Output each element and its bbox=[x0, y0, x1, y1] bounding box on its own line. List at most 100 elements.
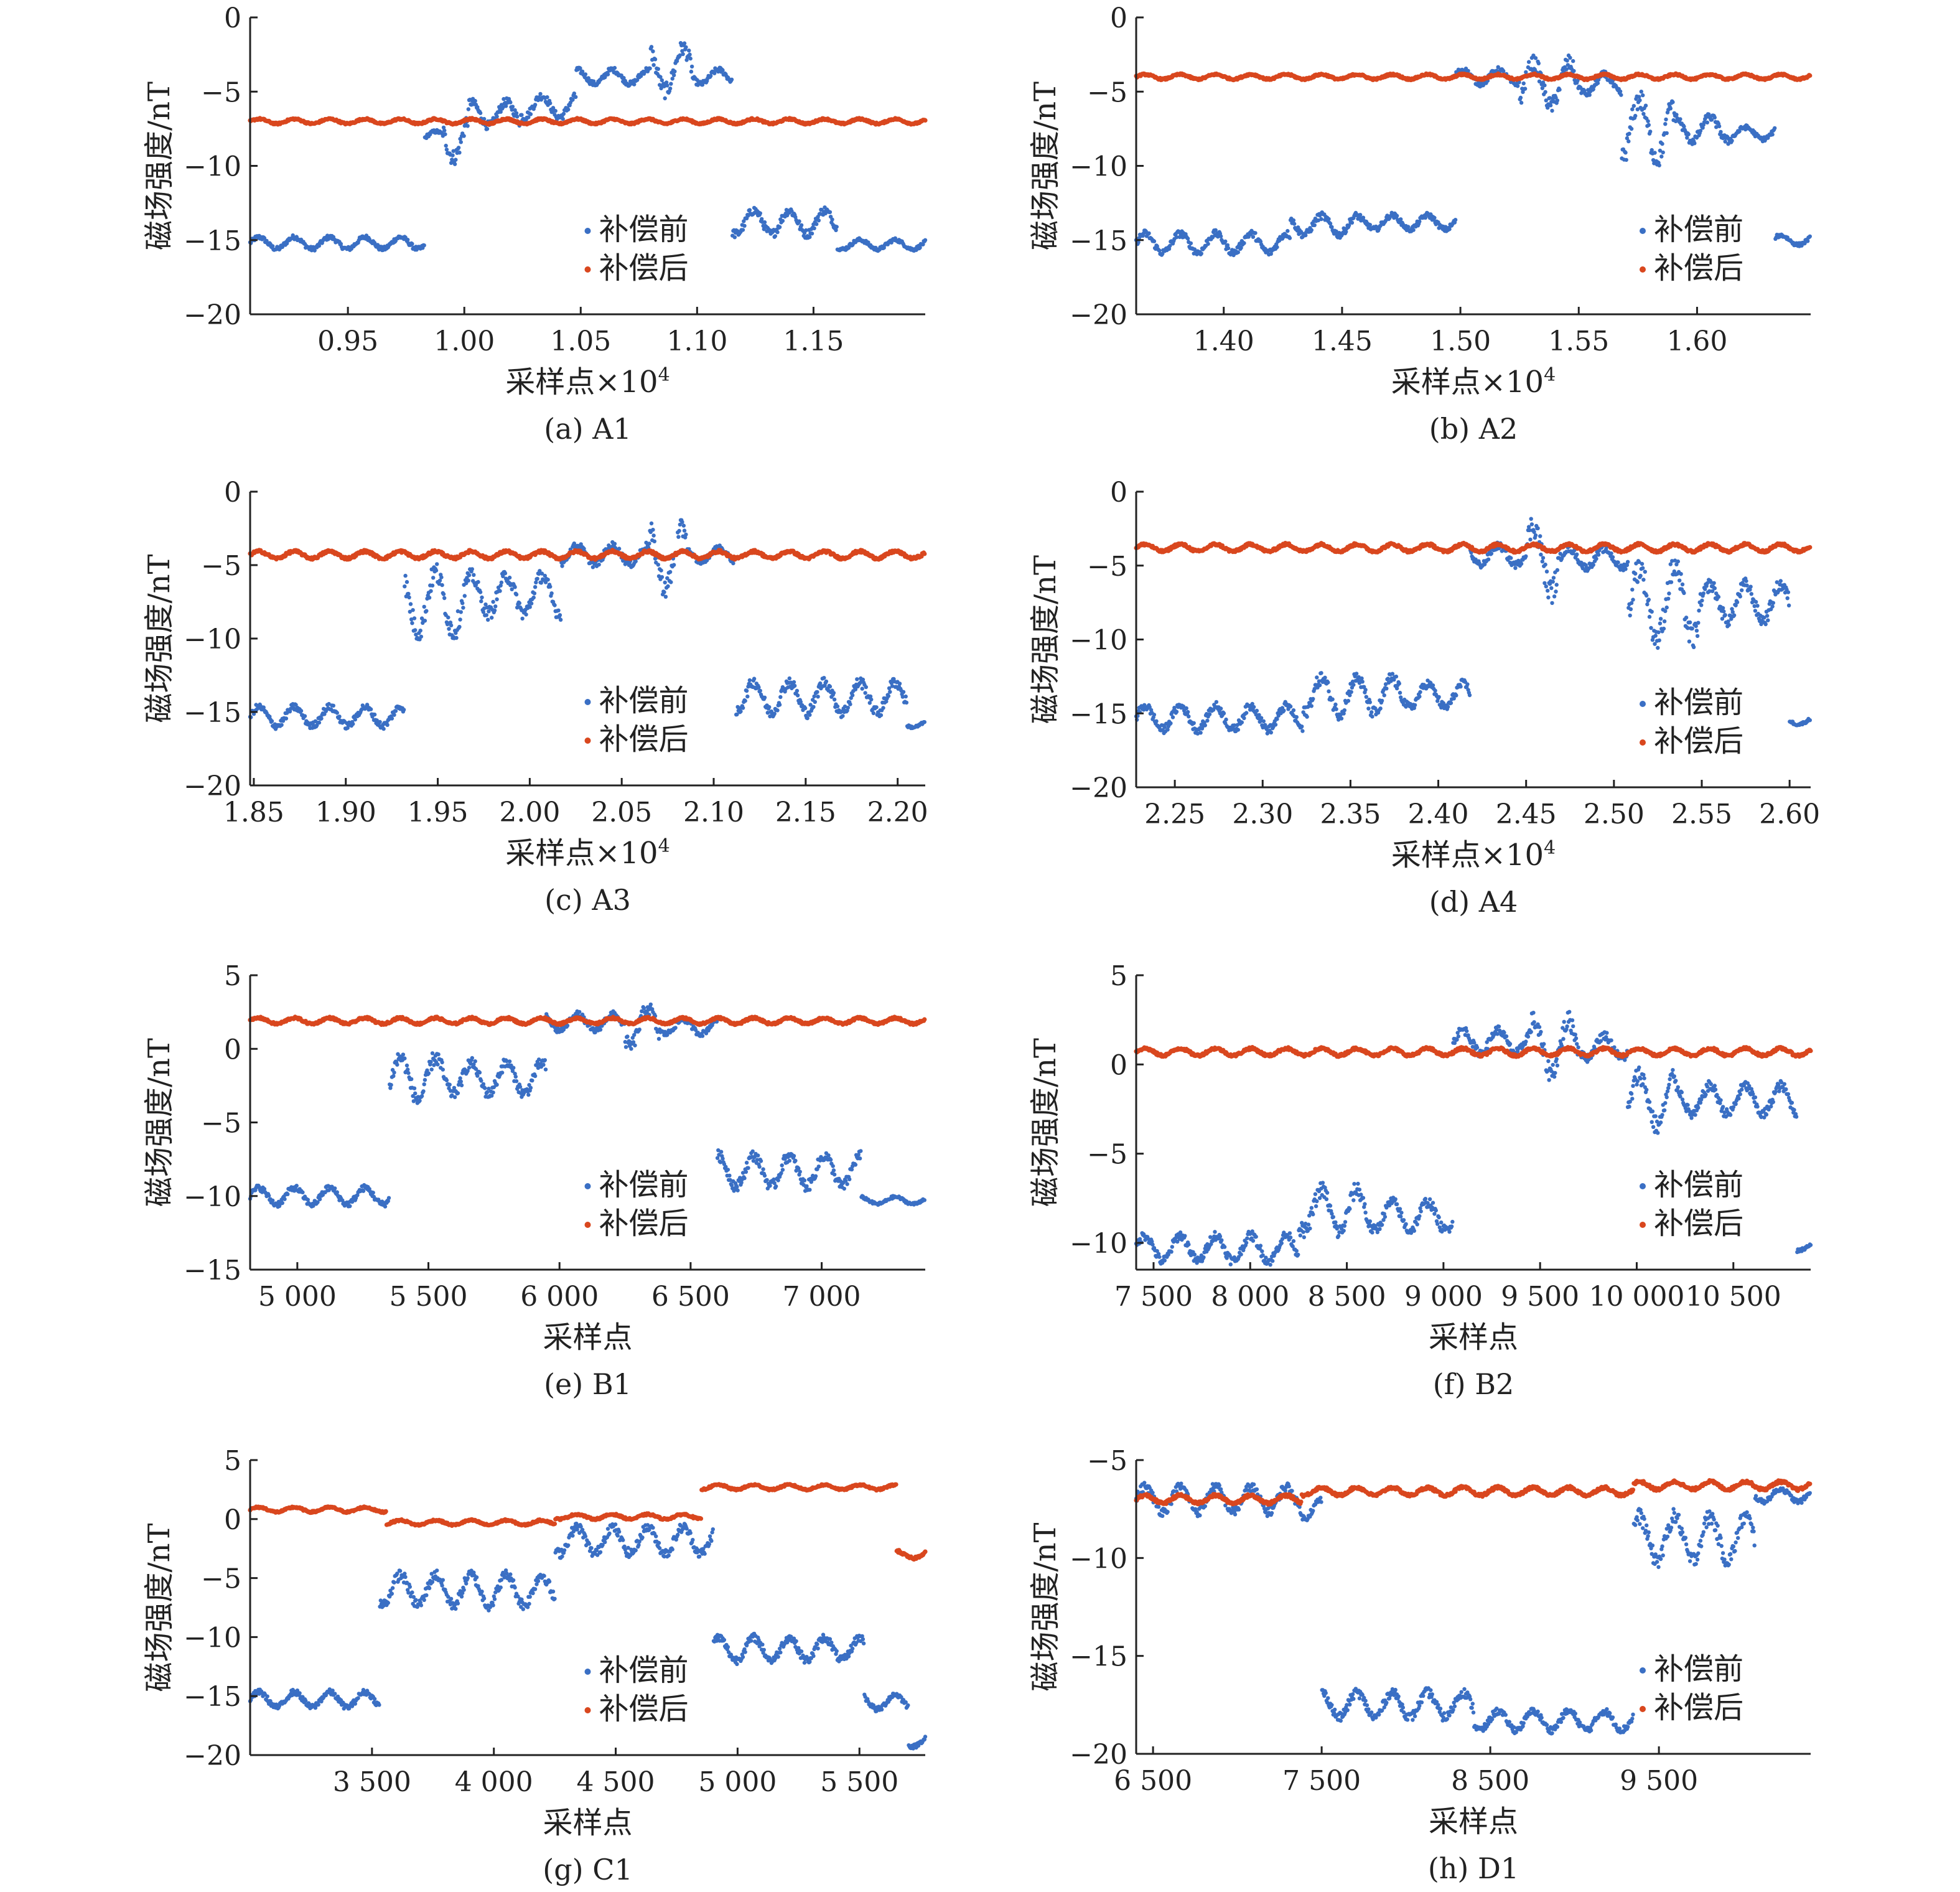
data-point bbox=[429, 589, 433, 593]
data-point bbox=[811, 705, 816, 710]
data-point bbox=[846, 705, 851, 710]
data-point bbox=[528, 605, 532, 609]
series-after-a2 bbox=[1134, 71, 1813, 83]
data-point bbox=[622, 76, 626, 80]
data-point bbox=[302, 714, 307, 718]
data-point bbox=[444, 148, 449, 152]
data-point bbox=[466, 578, 470, 583]
data-point bbox=[1242, 241, 1246, 245]
data-point bbox=[1773, 126, 1777, 131]
data-point bbox=[338, 241, 343, 246]
data-point bbox=[864, 685, 869, 690]
data-point bbox=[605, 72, 610, 77]
data-point bbox=[682, 528, 687, 533]
data-point bbox=[680, 49, 684, 54]
legend-marker bbox=[584, 266, 591, 273]
data-point bbox=[677, 528, 681, 533]
data-point bbox=[545, 95, 549, 100]
data-point bbox=[1571, 59, 1575, 63]
legend-marker bbox=[1640, 228, 1646, 234]
x-tick-label: 1.15 bbox=[783, 325, 844, 357]
data-point bbox=[403, 584, 407, 589]
data-point bbox=[1587, 93, 1592, 97]
data-point bbox=[828, 684, 833, 689]
data-point bbox=[1236, 250, 1241, 255]
data-point bbox=[612, 65, 617, 70]
data-point bbox=[739, 709, 743, 714]
data-point bbox=[815, 690, 819, 695]
data-point bbox=[439, 575, 444, 579]
data-point bbox=[664, 80, 669, 85]
panel-caption: (b) A2 bbox=[1429, 412, 1518, 446]
data-point bbox=[561, 111, 566, 116]
data-point bbox=[385, 723, 390, 728]
data-point bbox=[353, 717, 357, 722]
data-point bbox=[457, 625, 462, 629]
data-point bbox=[549, 591, 554, 596]
data-point bbox=[1641, 111, 1646, 116]
data-point bbox=[923, 118, 928, 123]
data-point bbox=[855, 677, 859, 681]
data-point bbox=[663, 96, 667, 101]
data-point bbox=[663, 580, 667, 585]
data-point bbox=[1737, 129, 1742, 134]
x-tick-label: 1.60 bbox=[1666, 325, 1727, 357]
data-point bbox=[1660, 141, 1664, 146]
data-point bbox=[658, 83, 662, 87]
data-point bbox=[1619, 93, 1623, 97]
data-point bbox=[816, 695, 820, 699]
y-tick-label: −10 bbox=[184, 151, 241, 183]
y-tick-label: 0 bbox=[1110, 2, 1127, 34]
data-point bbox=[492, 608, 497, 612]
data-point bbox=[299, 709, 304, 713]
data-point bbox=[462, 134, 466, 138]
data-point bbox=[1653, 151, 1657, 155]
data-point bbox=[1668, 106, 1673, 111]
data-point bbox=[1629, 126, 1634, 131]
data-point bbox=[466, 107, 470, 111]
data-point bbox=[656, 67, 661, 72]
data-point bbox=[454, 635, 459, 640]
data-point bbox=[680, 520, 684, 524]
x-axis-label: 采样点×104 bbox=[505, 364, 670, 400]
data-point bbox=[1664, 117, 1668, 122]
data-point bbox=[1501, 69, 1506, 73]
data-point bbox=[651, 533, 656, 538]
data-point bbox=[560, 564, 564, 568]
data-point bbox=[778, 695, 783, 700]
x-tick-label: 1.10 bbox=[666, 325, 727, 357]
data-point bbox=[1712, 115, 1717, 120]
data-point bbox=[647, 541, 651, 546]
data-point bbox=[632, 82, 637, 87]
data-point bbox=[476, 579, 480, 584]
data-point bbox=[502, 96, 506, 101]
data-point bbox=[571, 98, 575, 102]
data-point bbox=[478, 590, 483, 594]
data-point bbox=[841, 714, 845, 718]
data-point bbox=[1808, 234, 1812, 238]
data-point bbox=[1327, 217, 1331, 222]
data-point bbox=[1312, 223, 1317, 227]
data-point bbox=[548, 101, 553, 106]
data-point bbox=[1674, 113, 1679, 117]
x-tick-label: 1.00 bbox=[434, 325, 495, 357]
data-point bbox=[335, 711, 339, 715]
data-point bbox=[681, 523, 686, 528]
data-point bbox=[553, 109, 558, 113]
data-point bbox=[805, 716, 810, 721]
data-point bbox=[712, 71, 717, 75]
data-point bbox=[671, 73, 676, 78]
data-point bbox=[684, 58, 689, 62]
data-point bbox=[681, 52, 685, 57]
data-point bbox=[1557, 87, 1562, 92]
x-axis-label-exponent: 4 bbox=[1544, 364, 1556, 386]
data-point bbox=[1664, 131, 1669, 136]
data-point bbox=[413, 628, 418, 632]
data-point bbox=[777, 225, 782, 230]
data-point bbox=[472, 573, 476, 577]
data-point bbox=[767, 705, 772, 710]
data-point bbox=[1682, 124, 1686, 129]
data-point bbox=[478, 111, 483, 115]
data-point bbox=[591, 79, 596, 83]
data-point bbox=[1671, 100, 1675, 105]
